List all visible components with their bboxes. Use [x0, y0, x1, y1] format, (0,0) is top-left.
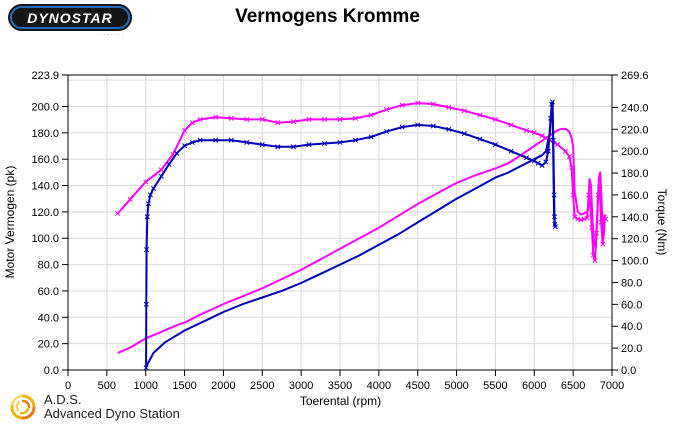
ads-abbr: A.D.S.: [44, 391, 82, 407]
right-tick-label: 180.0: [621, 168, 649, 180]
x-tick-label: 1500: [172, 380, 196, 392]
x-tick-label: 4500: [405, 380, 429, 392]
x-tick-label: 0: [65, 380, 71, 392]
dynostar-logo: DYNOSTAR: [8, 4, 132, 31]
right-tick-label: 240.0: [621, 102, 649, 114]
right-axis-title: Torque (Nm): [655, 188, 669, 256]
series-power-run-blue: [145, 101, 556, 367]
right-tick-label: 40.0: [621, 321, 642, 333]
left-tick-label: 80.0: [38, 260, 59, 272]
right-tick-label: 100.0: [621, 256, 649, 268]
x-tick-label: 6500: [561, 380, 585, 392]
right-tick-label: 160.0: [621, 190, 649, 202]
x-tick-label: 6000: [522, 380, 546, 392]
left-tick-label: 223.9: [31, 70, 59, 82]
right-tick-label: 269.6: [621, 70, 649, 82]
left-tick-label: 40.0: [38, 312, 59, 324]
series-torque-run-magenta: [116, 102, 607, 262]
series-torque-run-blue: [145, 100, 557, 368]
left-tick-label: 60.0: [38, 286, 59, 298]
x-tick-label: 500: [98, 380, 116, 392]
left-tick-label: 200.0: [31, 101, 59, 113]
ads-footer: A.D.S. Advanced Dyno Station: [8, 392, 180, 422]
right-tick-label: 220.0: [621, 124, 649, 136]
left-tick-label: 180.0: [31, 128, 59, 140]
x-tick-label: 1000: [133, 380, 157, 392]
x-tick-label: 7000: [600, 380, 624, 392]
x-tick-label: 4000: [367, 380, 391, 392]
right-tick-label: 80.0: [621, 277, 642, 289]
left-tick-label: 0.0: [44, 365, 59, 377]
right-tick-label: 20.0: [621, 343, 642, 355]
x-tick-label: 2000: [211, 380, 235, 392]
left-tick-label: 140.0: [31, 181, 59, 193]
left-tick-label: 160.0: [31, 154, 59, 166]
x-axis-title: Toerental (rpm): [299, 394, 382, 408]
right-tick-label: 0.0: [621, 365, 636, 377]
right-tick-label: 140.0: [621, 212, 649, 224]
x-tick-label: 3000: [289, 380, 313, 392]
left-tick-label: 100.0: [31, 233, 59, 245]
right-tick-label: 200.0: [621, 146, 649, 158]
x-tick-label: 3500: [328, 380, 352, 392]
ads-swirl-icon: [10, 394, 36, 420]
right-tick-label: 60.0: [621, 299, 642, 311]
right-tick-label: 120.0: [621, 234, 649, 246]
left-tick-label: 20.0: [38, 339, 59, 351]
dynostar-logo-subtext: .......: [100, 31, 126, 37]
x-tick-label: 5000: [444, 380, 468, 392]
x-tick-label: 5500: [483, 380, 507, 392]
left-tick-label: 120.0: [31, 207, 59, 219]
page-title: Vermogens Kromme: [235, 6, 420, 27]
dynostar-logo-text: DYNOSTAR: [27, 9, 113, 26]
series-power-run-magenta: [117, 127, 606, 354]
ads-name: Advanced Dyno Station: [44, 406, 180, 421]
x-tick-label: 2500: [250, 380, 274, 392]
